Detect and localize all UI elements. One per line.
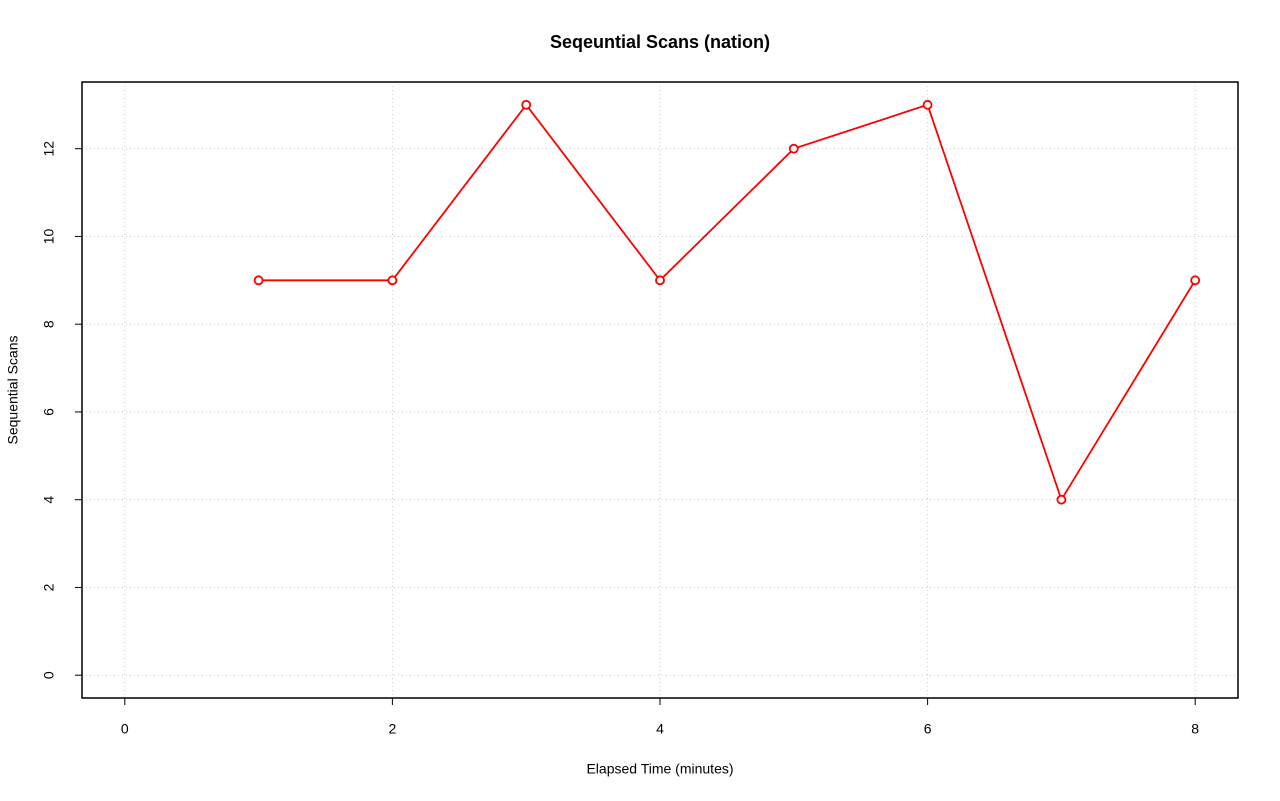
y-axis-title: Sequential Scans [5,336,21,445]
data-point [1190,275,1201,286]
x-tick-label: 2 [389,721,397,737]
x-axis-title: Elapsed Time (minutes) [586,761,733,777]
x-tick-label: 8 [1191,721,1199,737]
y-tick-label: 12 [41,141,57,157]
data-point [788,143,799,154]
x-tick-label: 0 [121,721,129,737]
y-tick-label: 4 [41,496,57,504]
data-point [922,99,933,110]
data-point [1056,494,1067,505]
data-point [387,275,398,286]
chart-title: Seqeuntial Scans (nation) [550,32,770,52]
plot-frame [81,81,1239,699]
x-tick-label: 4 [656,721,664,737]
data-point [521,99,532,110]
y-tick-label: 0 [41,671,57,679]
y-tick-label: 2 [41,583,57,591]
data-point [253,275,264,286]
data-line [258,103,1196,502]
data-point [655,275,665,286]
y-tick-label: 10 [41,228,57,244]
y-tick-label: 8 [41,320,57,328]
y-tick-label: 6 [41,408,57,416]
x-tick-label: 6 [924,721,932,737]
